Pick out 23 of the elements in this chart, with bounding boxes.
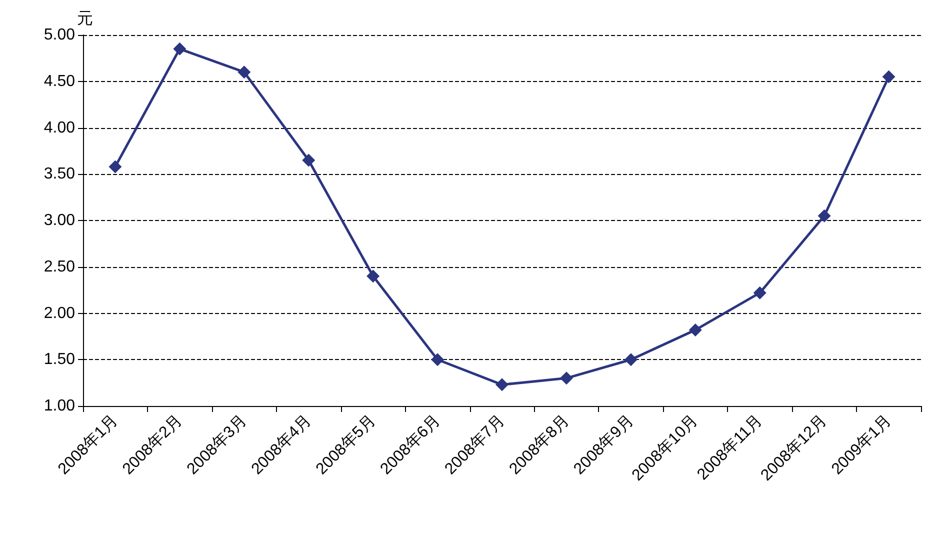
y-tick-label: 2.00	[44, 304, 76, 322]
y-tick-label: 3.00	[44, 212, 76, 229]
point	[238, 66, 251, 79]
y-tick-label: 4.00	[44, 119, 76, 136]
y-tick-label: 5.00	[44, 26, 76, 44]
point	[624, 353, 638, 366]
y-tick-label: 1.50	[44, 351, 76, 368]
point	[818, 209, 831, 222]
y-tick-label: 1.00	[44, 398, 76, 414]
y-tick-label: 4.50	[44, 72, 76, 90]
point	[366, 270, 380, 283]
point	[108, 160, 122, 174]
y-tick-label: 2.50	[44, 258, 76, 276]
point	[882, 70, 896, 84]
point	[302, 154, 316, 167]
point	[431, 353, 444, 366]
point	[688, 323, 702, 336]
point	[753, 286, 766, 300]
point	[560, 372, 573, 385]
point	[496, 378, 508, 392]
y-tick-label: 3.50	[44, 166, 76, 183]
point	[173, 42, 186, 56]
y-axis-title: 元	[77, 10, 93, 28]
